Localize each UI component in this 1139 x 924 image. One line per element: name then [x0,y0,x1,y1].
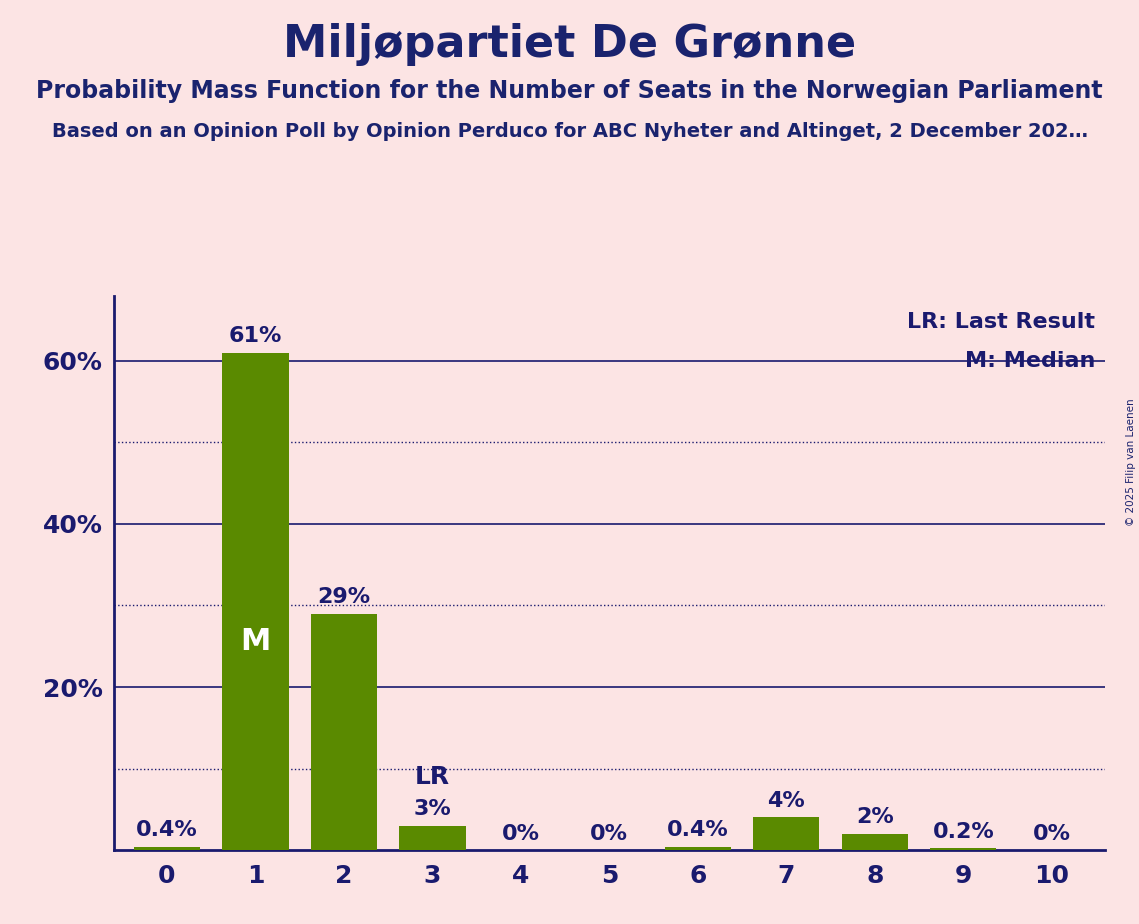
Bar [400,826,466,850]
Text: 0.4%: 0.4% [137,821,198,840]
Text: LR: Last Result: LR: Last Result [907,312,1095,333]
Text: M: Median: M: Median [965,351,1095,371]
Text: Based on an Opinion Poll by Opinion Perduco for ABC Nyheter and Altinget, 2 Dece: Based on an Opinion Poll by Opinion Perd… [51,122,1088,141]
Text: Probability Mass Function for the Number of Seats in the Norwegian Parliament: Probability Mass Function for the Number… [36,79,1103,103]
Text: 0.2%: 0.2% [933,822,994,842]
Text: 0.4%: 0.4% [667,821,729,840]
Bar [222,353,288,850]
Text: Miljøpartiet De Grønne: Miljøpartiet De Grønne [282,23,857,67]
Bar [842,833,908,850]
Bar [665,846,731,850]
Text: 61%: 61% [229,326,282,346]
Bar [311,614,377,850]
Text: 4%: 4% [768,791,805,811]
Text: 2%: 2% [855,808,894,827]
Text: 29%: 29% [318,587,370,607]
Text: 0%: 0% [590,823,629,844]
Bar [931,848,997,850]
Text: 0%: 0% [502,823,540,844]
Text: © 2025 Filip van Laenen: © 2025 Filip van Laenen [1126,398,1136,526]
Bar [753,818,819,850]
Bar [133,846,200,850]
Text: 3%: 3% [413,799,451,819]
Text: 0%: 0% [1033,823,1071,844]
Text: M: M [240,626,271,656]
Text: LR: LR [415,765,450,789]
